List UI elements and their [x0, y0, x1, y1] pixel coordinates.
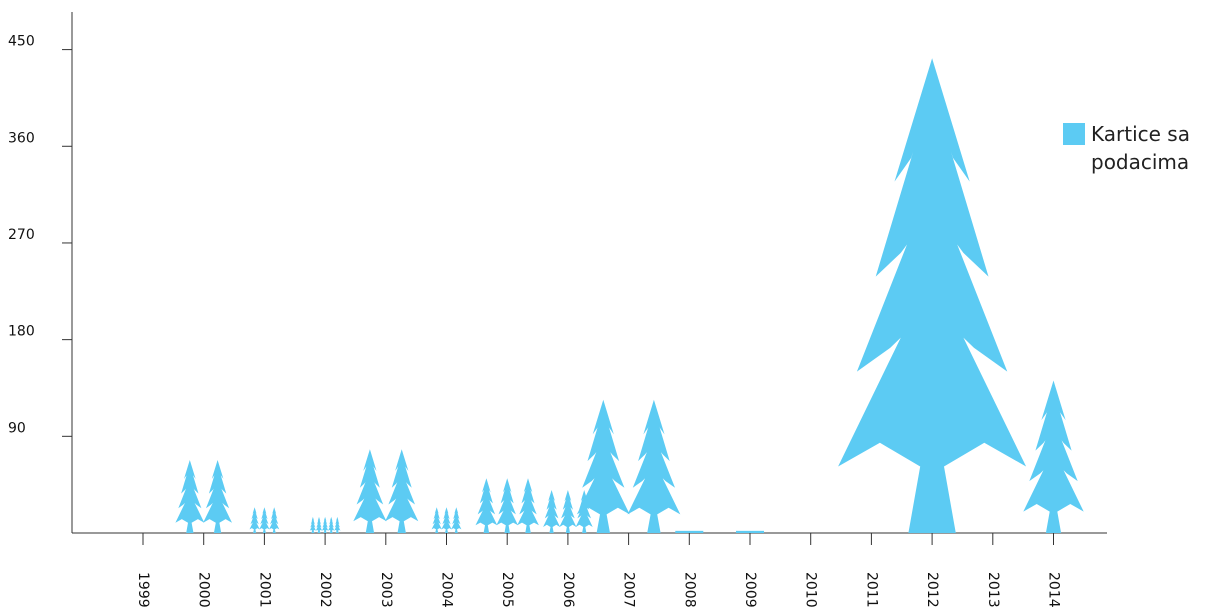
tree [559, 490, 577, 533]
tree-group [475, 478, 539, 533]
x-tick-label: 2012 [924, 572, 940, 608]
tree-group [1023, 380, 1084, 533]
x-tick-label: 2005 [499, 572, 515, 608]
legend-swatch [1063, 123, 1085, 145]
tree [627, 399, 681, 533]
tree [203, 460, 232, 533]
tree [385, 449, 419, 533]
x-tick-label: 2001 [256, 572, 272, 608]
tree [838, 58, 1027, 533]
x-tick-label: 2002 [317, 572, 333, 608]
tree [269, 507, 280, 533]
tree [309, 516, 316, 533]
tree [496, 478, 518, 533]
tree [353, 449, 387, 533]
tree [543, 490, 561, 533]
x-tick-label: 2009 [742, 572, 758, 608]
tree [259, 507, 270, 533]
tree [576, 399, 630, 533]
tree [334, 516, 341, 533]
tree [675, 530, 704, 533]
x-tick-label: 1999 [135, 572, 151, 608]
tree [249, 507, 260, 533]
tree-group [309, 516, 341, 533]
x-tick-label: 2007 [621, 572, 637, 608]
tree-group [431, 507, 462, 533]
x-tick-label: 2013 [985, 572, 1001, 608]
legend: Kartice sa podacima [1063, 120, 1206, 176]
x-tick-label: 2010 [803, 572, 819, 608]
y-tick-label: 360 [8, 130, 35, 146]
tree-group [249, 507, 280, 533]
x-tick-label: 2000 [196, 572, 212, 608]
x-tick-label: 2003 [378, 572, 394, 608]
tree-group [543, 490, 593, 533]
x-tick-label: 2008 [681, 572, 697, 608]
tree-group [576, 399, 681, 533]
tree-group [675, 530, 704, 533]
tree [431, 507, 442, 533]
tree [321, 516, 329, 533]
y-tick-label: 180 [8, 324, 35, 340]
tree [1023, 380, 1084, 533]
tree [441, 507, 452, 533]
tree-group [353, 449, 419, 533]
tree [315, 516, 323, 533]
legend-label: Kartice sa podacima [1091, 122, 1190, 174]
x-tick-label: 2004 [439, 572, 455, 608]
x-tick-label: 2011 [863, 572, 879, 608]
y-tick-label: 90 [8, 420, 26, 436]
tree [575, 490, 593, 533]
tree [451, 507, 462, 533]
tree-group [175, 460, 232, 533]
tree [175, 460, 205, 533]
y-tick-label: 270 [8, 227, 35, 243]
y-tick-label: 450 [8, 34, 35, 50]
x-tick-label: 2006 [560, 572, 576, 608]
tree [328, 516, 335, 533]
tree [517, 478, 539, 533]
tree [475, 478, 498, 533]
tree-group [838, 58, 1027, 533]
x-tick-label: 2014 [1046, 572, 1062, 608]
tree [736, 530, 764, 533]
tree-group [736, 530, 764, 533]
